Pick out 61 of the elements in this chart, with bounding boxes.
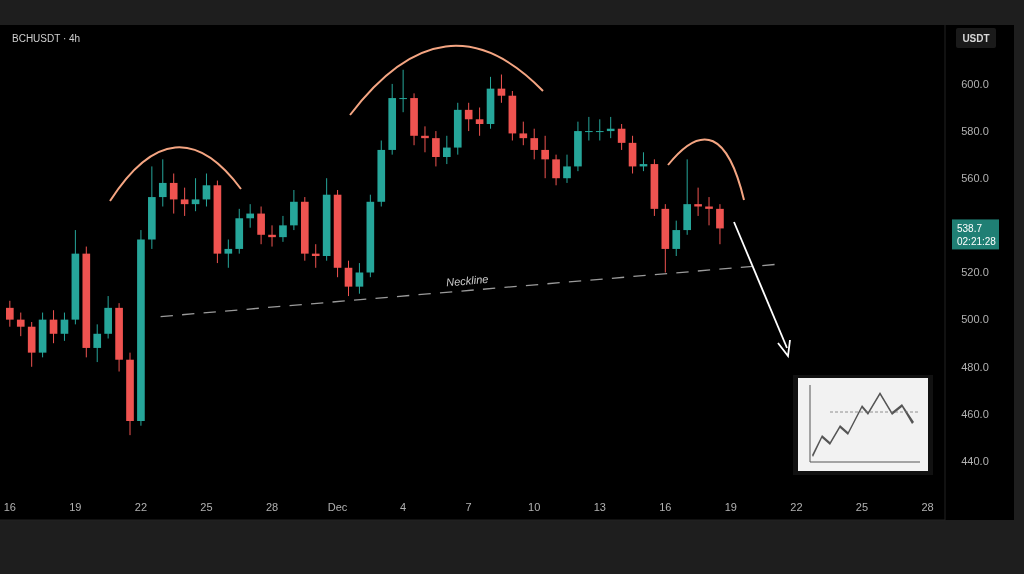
x-tick-label: 10 [528,501,541,513]
candlestick [475,107,484,137]
candlestick [344,260,353,297]
candlestick [432,130,440,167]
candlestick [585,116,593,141]
candlestick [180,187,189,217]
text: 538.7 [957,222,983,234]
candlestick [169,173,178,215]
candlestick [191,177,200,212]
candlestick [497,74,506,104]
candlestick [672,220,681,257]
candlestick [6,300,14,328]
x-tick-label: 25 [200,501,213,513]
y-axis-title: USDT [962,33,990,44]
y-tick-label: 520.0 [961,266,989,279]
candlestick [224,239,233,269]
y-tick-label: 440.0 [961,454,989,467]
x-tick-label: 19 [724,501,737,513]
x-tick-label: 7 [465,501,472,513]
x-tick-label: 25 [855,501,869,513]
candlestick [355,262,364,295]
text: BCHUSDT · 4h [12,33,81,44]
candlestick [279,215,287,243]
candlestick [257,206,265,245]
candlestick [617,123,626,151]
candlestick [694,187,702,217]
y-tick-label: 580.0 [961,124,989,137]
candlestick [519,121,528,146]
candlestick [60,312,69,342]
candlestick [530,128,539,160]
candlestick [202,173,211,207]
y-tick-label: 560.0 [961,172,989,185]
x-tick-label: 28 [921,501,934,513]
x-tick-label: 16 [659,501,672,513]
candlestick [595,118,604,141]
candlestick [716,203,724,245]
candlestick [49,309,58,344]
y-tick-label: 460.0 [961,407,989,420]
series-label: Neckline [445,272,489,289]
x-tick-label: 16 [3,501,16,513]
y-tick-label: 480.0 [961,360,989,373]
candlestick [290,189,298,231]
x-tick-label: 19 [69,501,82,513]
y-tick-label: 500.0 [961,313,989,326]
candlestick [16,312,25,337]
x-tick-label: 22 [134,501,148,513]
x-tick-label: 22 [790,501,803,513]
candlestick [443,135,451,165]
x-tick-label: Dec [327,501,348,513]
candlestick [563,154,571,184]
text: 02:21:28 [957,235,997,247]
candlestick [552,154,560,186]
candlestick [541,135,549,179]
candlestick [399,69,407,113]
y-tick-label: 600.0 [961,77,989,90]
x-tick-label: 28 [265,501,279,513]
candlestick [93,323,102,363]
candlestick [464,102,473,132]
x-tick-label: 4 [400,501,407,513]
x-tick-label: 13 [593,501,606,513]
candlestick [158,158,167,207]
